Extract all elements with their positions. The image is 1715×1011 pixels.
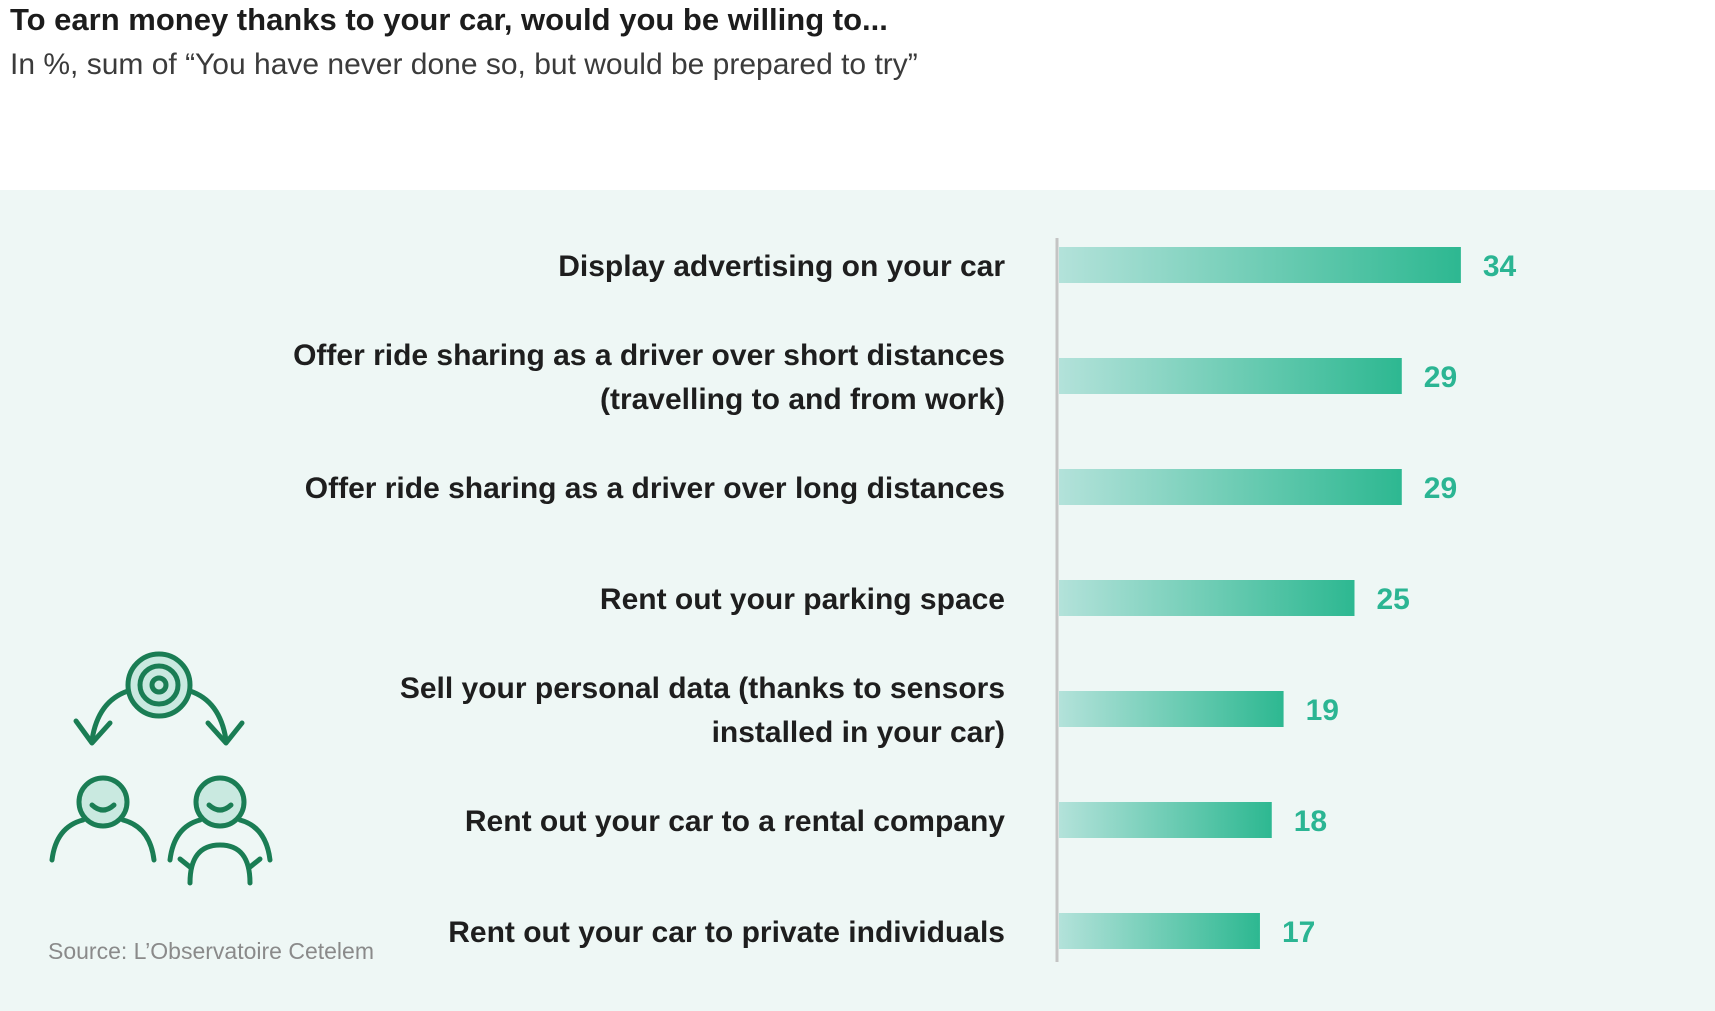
bar-value-label: 29 — [1424, 361, 1457, 394]
category-label: Sell your personal data (thanks to senso… — [400, 672, 1005, 749]
target-arrows-people-icon — [49, 651, 273, 886]
category-label-line: (travelling to and from work) — [600, 383, 1005, 416]
category-label: Offer ride sharing as a driver over long… — [305, 472, 1005, 505]
category-label-line: Sell your personal data (thanks to senso… — [400, 672, 1005, 705]
bar-value-label: 18 — [1294, 805, 1327, 838]
bar-value-label: 17 — [1282, 916, 1315, 949]
category-label: Rent out your parking space — [600, 583, 1005, 616]
category-label-line: Rent out your parking space — [600, 583, 1005, 616]
category-label: Display advertising on your car — [558, 250, 1005, 283]
bar — [1059, 691, 1284, 727]
bar-value-label: 25 — [1377, 583, 1410, 616]
bars-group: 34 Display advertising on your car 29 Offer… — [293, 247, 1517, 949]
category-label: Rent out your car to private individuals — [448, 916, 1005, 949]
category-label: Rent out your car to a rental company — [465, 805, 1005, 838]
category-label-line: Offer ride sharing as a driver over shor… — [293, 339, 1005, 372]
bar-value-label: 19 — [1306, 694, 1339, 727]
bar — [1059, 802, 1272, 838]
category-label: Offer ride sharing as a driver over shor… — [293, 339, 1005, 416]
category-label-line: Rent out your car to a rental company — [465, 805, 1005, 838]
chart-title: To earn money thanks to your car, would … — [10, 2, 888, 37]
category-label-line: Offer ride sharing as a driver over long… — [305, 472, 1005, 505]
category-label-line: Display advertising on your car — [558, 250, 1005, 283]
bar-value-label: 34 — [1483, 250, 1517, 283]
bar-value-label: 29 — [1424, 472, 1457, 505]
bar — [1059, 913, 1260, 949]
bar — [1059, 580, 1355, 616]
category-label-line: Rent out your car to private individuals — [448, 916, 1005, 949]
category-label-line: installed in your car) — [712, 716, 1005, 749]
chart-panel — [0, 190, 1715, 1011]
chart-subtitle: In %, sum of “You have never done so, bu… — [10, 48, 918, 81]
bar — [1059, 247, 1461, 283]
bar — [1059, 469, 1402, 505]
source-note: Source: L’Observatoire Cetelem — [48, 938, 374, 964]
bar — [1059, 358, 1402, 394]
